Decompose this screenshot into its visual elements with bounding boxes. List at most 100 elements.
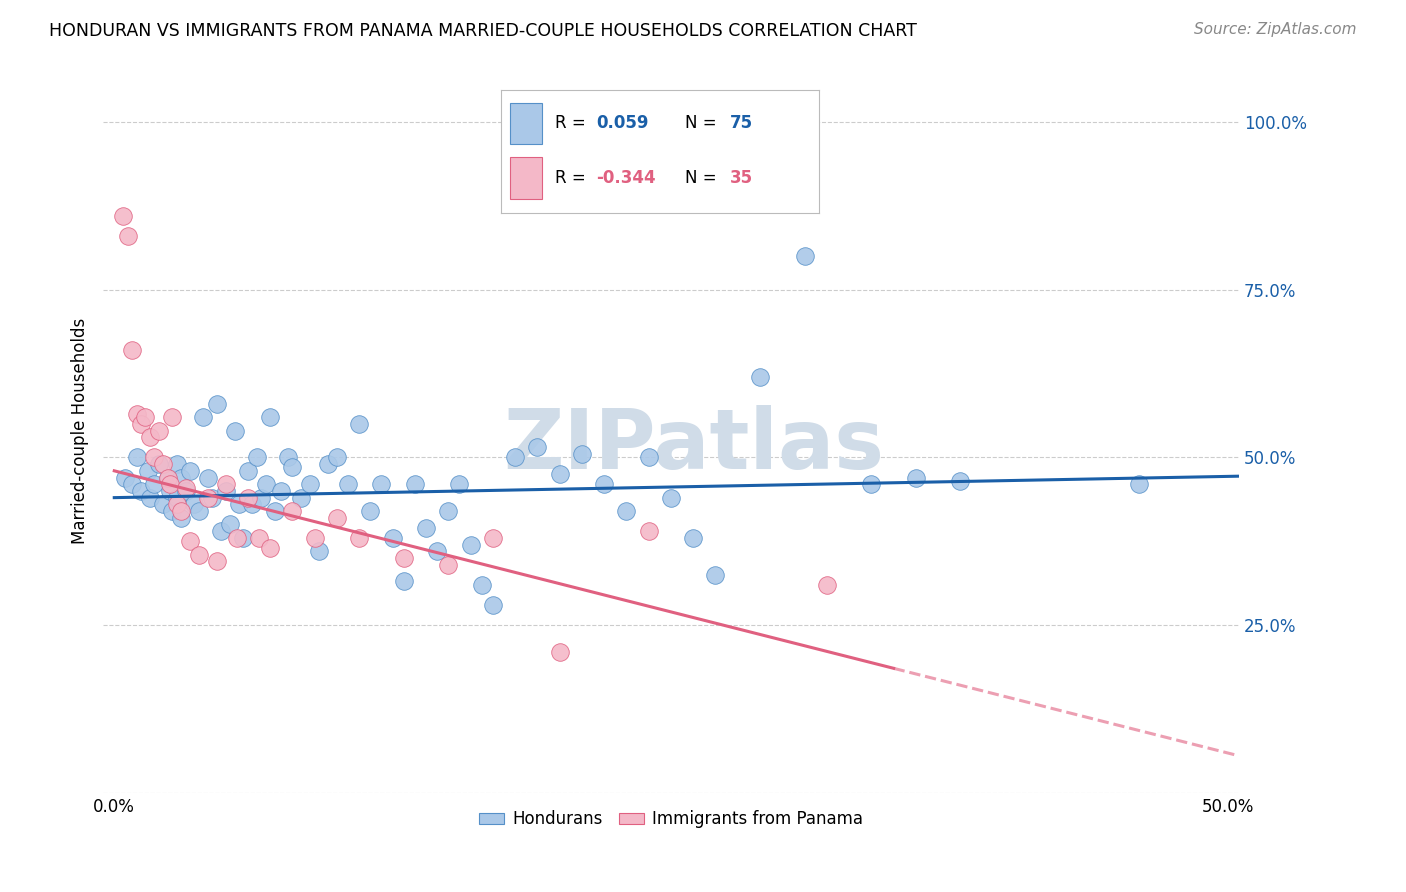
Point [860,477,883,491]
Point [121,477,143,491]
Point [159,477,181,491]
Point [482,531,505,545]
Point [174,483,197,498]
Point [263,504,285,518]
Point [247,531,270,545]
Point [129,483,152,498]
Point [637,524,659,538]
Point [277,450,299,465]
Point [136,464,159,478]
Point [179,464,201,478]
Point [437,504,460,518]
Point [148,457,170,471]
Point [201,491,224,505]
Point [347,417,370,431]
Point [326,510,349,524]
Point [254,477,277,491]
Point [225,531,247,545]
Point [148,424,170,438]
Y-axis label: Married-couple Households: Married-couple Households [72,318,89,544]
Point [749,370,772,384]
Point [659,491,682,505]
Text: HONDURAN VS IMMIGRANTS FROM PANAMA MARRIED-COUPLE HOUSEHOLDS CORRELATION CHART: HONDURAN VS IMMIGRANTS FROM PANAMA MARRI… [49,22,917,40]
Point [426,544,449,558]
Point [482,598,505,612]
Point [205,554,228,568]
Point [236,491,259,505]
Point [174,481,197,495]
Point [682,531,704,545]
Point [117,229,139,244]
Point [437,558,460,572]
Point [160,410,183,425]
Point [571,447,593,461]
Point [232,531,254,545]
Point [236,464,259,478]
Point [337,477,360,491]
Point [224,424,246,438]
Point [326,450,349,465]
Point [359,504,381,518]
Point [166,457,188,471]
Point [240,497,263,511]
Point [304,531,326,545]
Point [156,470,179,484]
Point [250,491,273,505]
Point [616,504,638,518]
Point [197,491,219,505]
Point [299,477,322,491]
Point [246,450,269,465]
Point [460,538,482,552]
Point [503,450,526,465]
Point [183,497,205,511]
Point [170,470,193,484]
Point [125,450,148,465]
Point [381,531,404,545]
Point [415,521,437,535]
Point [270,483,292,498]
Point [949,474,972,488]
Point [187,504,209,518]
Point [228,497,250,511]
Point [281,504,304,518]
Point [1128,477,1150,491]
Point [793,249,815,263]
Point [143,477,166,491]
Point [134,410,156,425]
Point [404,477,426,491]
Legend: Hondurans, Immigrants from Panama: Hondurans, Immigrants from Panama [472,804,870,835]
Point [152,497,174,511]
Point [392,574,415,589]
Point [156,470,179,484]
Point [704,567,727,582]
Text: Source: ZipAtlas.com: Source: ZipAtlas.com [1194,22,1357,37]
Point [259,541,281,555]
Point [308,544,330,558]
Point [219,517,242,532]
Point [815,578,838,592]
Point [125,407,148,421]
Point [170,504,193,518]
Point [139,491,162,505]
Point [179,534,201,549]
Point [139,430,162,444]
Point [152,457,174,471]
Point [316,457,339,471]
Point [904,470,927,484]
Point [214,477,236,491]
Point [166,497,188,511]
Point [160,504,183,518]
Point [143,450,166,465]
Point [526,441,548,455]
Point [129,417,152,431]
Point [193,410,215,425]
Point [214,483,236,498]
Point [637,450,659,465]
Point [187,548,209,562]
Point [347,531,370,545]
Point [290,491,312,505]
Point [449,477,471,491]
Point [121,343,143,358]
Point [593,477,616,491]
Point [170,510,193,524]
